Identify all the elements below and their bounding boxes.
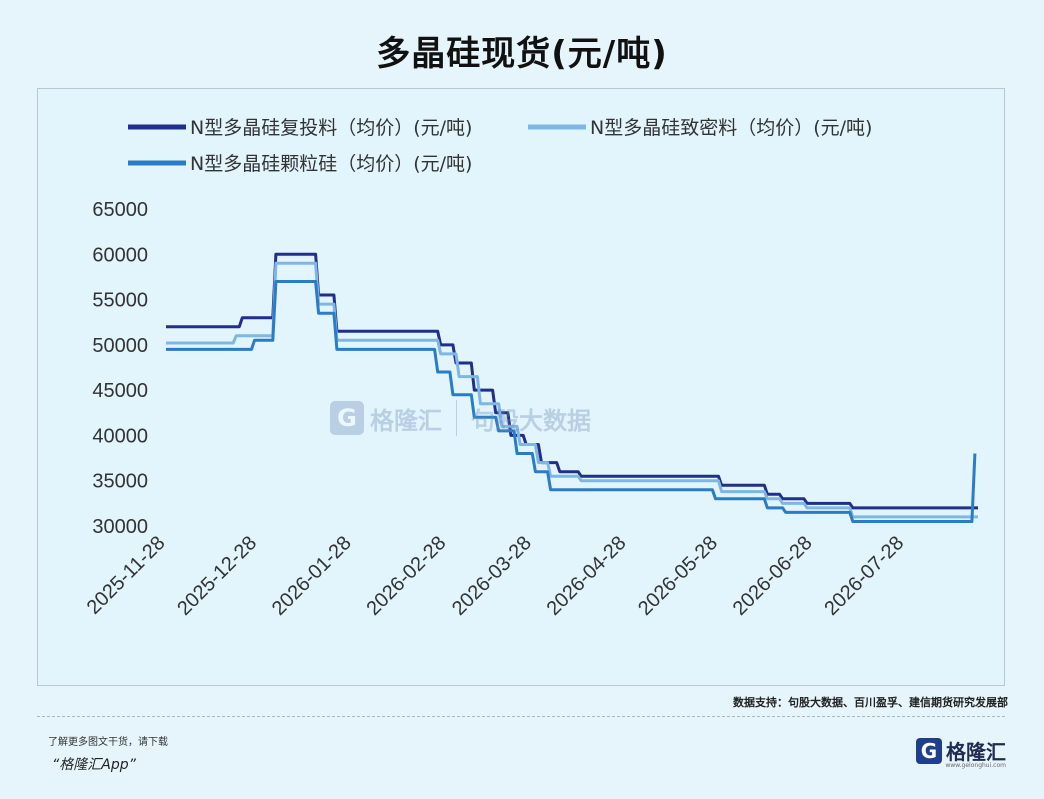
series-line-3 (166, 280, 977, 523)
data-source: 数据支持：句股大数据、百川盈孚、建信期货研究发展部 (733, 696, 1008, 709)
footer-app-name: “格隆汇App” (52, 757, 136, 773)
line-chart: 65000 60000 55000 50000 45000 40000 35000 30000… (83, 117, 978, 620)
y-tick-label: 50000 (92, 335, 148, 357)
y-tick-label: 40000 (92, 425, 148, 447)
y-tick-label: 35000 (92, 471, 148, 493)
logo-url: www.gelonghui.com (945, 762, 1006, 769)
footer-logo: G 格隆汇 www.gelonghui.com (916, 736, 1006, 769)
logo-text: 格隆汇 (946, 740, 1006, 764)
legend-label-2: N型多晶硅致密料（均价）(元/吨) (590, 117, 872, 139)
legend-label-1: N型多晶硅复投料（均价）(元/吨) (190, 117, 472, 139)
x-tick-label: 2026-06-28 (729, 532, 817, 620)
x-tick-label: 2025-12-28 (173, 532, 261, 620)
y-tick-label: 60000 (92, 244, 148, 266)
x-tick-label: 2026-03-28 (448, 532, 536, 620)
series-line-2 (166, 261, 978, 519)
x-tick-label: 2026-04-28 (543, 532, 631, 620)
y-tick-label: 30000 (92, 516, 148, 538)
y-tick-label: 45000 (92, 380, 148, 402)
legend-label-3: N型多晶硅颗粒硅（均价）(元/吨) (190, 153, 472, 175)
footer-divider (37, 716, 1005, 717)
footer-note: 了解更多图文干货，请下载 (48, 737, 168, 748)
x-tick-label: 2025-11-28 (83, 532, 170, 619)
y-tick-label: 55000 (92, 290, 148, 312)
chart-title: 多晶硅现货(元/吨) (376, 34, 668, 74)
logo-icon: G (916, 737, 942, 764)
y-tick-label: 65000 (92, 199, 148, 221)
x-tick-label: 2026-05-28 (634, 532, 722, 620)
x-tick-label: 2026-02-28 (362, 532, 450, 620)
series-line-1 (166, 252, 978, 510)
chart-area: 65000 60000 55000 50000 45000 40000 35000 30000… (37, 88, 1005, 686)
x-tick-label: 2026-01-28 (268, 532, 356, 620)
x-tick-label: 2026-07-28 (820, 532, 908, 620)
